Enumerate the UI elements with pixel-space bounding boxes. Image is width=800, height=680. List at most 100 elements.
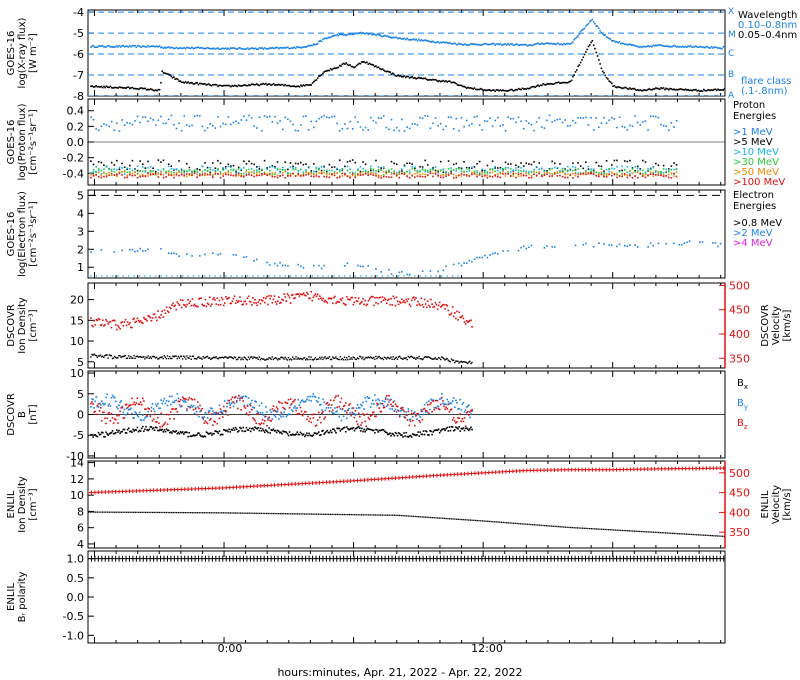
electron-point bbox=[553, 246, 556, 248]
mag-point bbox=[322, 398, 324, 401]
xray-point bbox=[644, 89, 647, 91]
proton-point bbox=[382, 174, 385, 176]
enlil-density-point bbox=[253, 512, 256, 514]
mag-point bbox=[358, 427, 361, 429]
xray-point bbox=[721, 89, 723, 91]
mag-point bbox=[131, 397, 133, 400]
velocity-point bbox=[177, 302, 180, 305]
xray-point bbox=[695, 45, 697, 48]
mag-point bbox=[292, 401, 294, 403]
velocity-point bbox=[471, 326, 473, 328]
proton-point bbox=[193, 115, 196, 118]
proton-point bbox=[569, 168, 572, 171]
xray-point bbox=[445, 41, 447, 44]
xray-point bbox=[354, 32, 357, 34]
density-point bbox=[336, 357, 338, 360]
mag-point bbox=[245, 396, 248, 398]
proton-point bbox=[175, 168, 178, 170]
xray-point bbox=[385, 35, 388, 38]
electron-point bbox=[323, 264, 325, 267]
proton-point bbox=[447, 116, 450, 118]
proton-point bbox=[401, 118, 403, 121]
xray-point bbox=[468, 87, 471, 89]
proton-point bbox=[209, 168, 211, 171]
mag-point bbox=[263, 419, 266, 422]
mag-point bbox=[309, 417, 311, 420]
velocity-point bbox=[412, 296, 415, 299]
mag-point bbox=[144, 408, 146, 410]
xray-point bbox=[310, 44, 313, 47]
density-point bbox=[466, 362, 469, 365]
proton-point bbox=[382, 115, 385, 117]
density-point bbox=[383, 356, 386, 358]
mag-point bbox=[148, 428, 151, 431]
xray-point bbox=[620, 86, 622, 89]
velocity-point bbox=[197, 305, 199, 308]
xray-point bbox=[631, 87, 634, 90]
proton-point bbox=[344, 123, 346, 125]
proton-point bbox=[307, 173, 310, 175]
velocity-point bbox=[156, 319, 158, 322]
mag-point bbox=[284, 430, 287, 433]
velocity-point bbox=[110, 326, 113, 329]
y-tick-label: 8 bbox=[77, 505, 84, 518]
xray-point bbox=[459, 43, 462, 45]
mag-point bbox=[132, 428, 134, 431]
velocity-point bbox=[286, 293, 289, 295]
proton-point bbox=[113, 174, 116, 176]
mag-point bbox=[97, 406, 100, 408]
electron-baseline-point bbox=[343, 275, 346, 277]
velocity-point bbox=[368, 298, 371, 300]
xray-point bbox=[388, 70, 390, 73]
proton-point bbox=[634, 115, 636, 117]
proton-point bbox=[118, 130, 121, 132]
mag-point bbox=[421, 433, 424, 436]
proton-point bbox=[97, 176, 100, 178]
proton-point bbox=[201, 170, 204, 173]
electron-point bbox=[219, 253, 222, 255]
mag-point bbox=[471, 410, 473, 413]
proton-point bbox=[338, 170, 341, 173]
velocity-point bbox=[162, 316, 165, 318]
xray-point bbox=[376, 33, 379, 35]
mag-point bbox=[127, 427, 130, 430]
xray-point bbox=[118, 44, 121, 47]
mag-point bbox=[381, 402, 384, 405]
mag-point bbox=[432, 431, 435, 433]
xray-point bbox=[555, 81, 557, 84]
mag-point bbox=[179, 398, 182, 401]
xray-point bbox=[244, 84, 246, 86]
xray-point bbox=[722, 89, 725, 91]
proton-point bbox=[553, 166, 556, 169]
proton-point bbox=[331, 169, 333, 172]
mag-point bbox=[257, 411, 260, 414]
mag-point bbox=[313, 413, 316, 415]
xray-point bbox=[433, 78, 436, 81]
mag-point bbox=[120, 400, 122, 402]
enlil-density-point bbox=[94, 511, 97, 513]
density-point bbox=[434, 357, 436, 359]
proton-point bbox=[385, 170, 388, 173]
mag-point bbox=[425, 410, 428, 412]
proton-point bbox=[439, 122, 442, 125]
xray-point bbox=[713, 46, 715, 48]
xray-point bbox=[284, 47, 287, 49]
mag-point bbox=[400, 434, 402, 436]
velocity-point bbox=[354, 296, 357, 299]
proton-point bbox=[644, 172, 647, 175]
mag-point bbox=[447, 400, 450, 403]
proton-point bbox=[323, 175, 325, 178]
density-point bbox=[286, 359, 289, 361]
velocity-point bbox=[117, 324, 119, 327]
electron-point bbox=[528, 246, 530, 249]
xray-point bbox=[419, 77, 421, 79]
electron-baseline-point bbox=[381, 275, 384, 277]
mag-point bbox=[349, 428, 351, 430]
proton-point bbox=[110, 170, 113, 172]
proton-point bbox=[292, 172, 294, 175]
proton-point bbox=[395, 126, 398, 129]
xray-point bbox=[297, 85, 300, 87]
xray-point bbox=[136, 88, 139, 90]
electron-point bbox=[147, 248, 149, 251]
mag-point bbox=[330, 431, 333, 434]
